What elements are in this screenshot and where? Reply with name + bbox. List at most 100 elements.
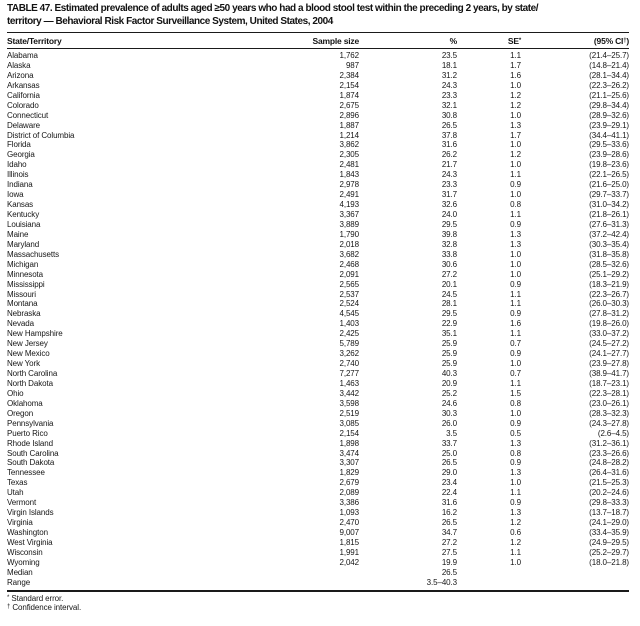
cell-percent: 40.3 bbox=[441, 369, 457, 378]
table-row: Georgia 2,305 26.2 1.2 (23.9–28.6) bbox=[7, 150, 629, 160]
cell-ci: (24.5–27.2) bbox=[589, 339, 629, 349]
cell-ci: (13.7–18.7) bbox=[589, 508, 629, 518]
cell-percent: 24.3 bbox=[441, 170, 457, 180]
cell-se: 1.3 bbox=[510, 239, 521, 249]
cell-se: 0.9 bbox=[510, 279, 521, 289]
cell-state: Washington bbox=[7, 528, 48, 537]
cell-percent: 31.2 bbox=[441, 70, 457, 80]
cell-ci: (18.7–23.1) bbox=[589, 378, 629, 388]
cell-state: Georgia bbox=[7, 150, 35, 160]
cell-state: Missouri bbox=[7, 289, 36, 299]
cell-ci: (23.9–28.6) bbox=[589, 150, 629, 160]
cell-percent: 3.5 bbox=[446, 428, 457, 438]
cell-state: Michigan bbox=[7, 259, 39, 269]
cell-percent: 23.4 bbox=[441, 478, 457, 488]
table-row: Washington 9,007 34.7 0.6 (33.4–35.9) bbox=[7, 528, 629, 538]
cell-se: 0.9 bbox=[510, 309, 521, 319]
cell-state: Maine bbox=[7, 229, 29, 239]
table-row: New Hampshire 2,425 35.1 1.1 (33.0–37.2) bbox=[7, 329, 629, 339]
cell-se: 1.0 bbox=[510, 269, 521, 279]
cell-se: 0.7 bbox=[510, 369, 521, 378]
cell-sample-size: 5,789 bbox=[339, 339, 359, 349]
cell-se: 0.8 bbox=[510, 398, 521, 408]
cell-ci: (21.5–25.3) bbox=[589, 478, 629, 488]
cell-sample-size: 987 bbox=[345, 60, 359, 70]
cell-sample-size: 2,468 bbox=[339, 259, 359, 269]
cell-se: 1.0 bbox=[510, 160, 521, 170]
table-row: Texas 2,679 23.4 1.0 (21.5–25.3) bbox=[7, 478, 629, 488]
footnote: * Standard error. bbox=[7, 593, 64, 603]
cell-se: 0.8 bbox=[510, 200, 521, 210]
table-row: Median 26.5 bbox=[7, 568, 629, 578]
cell-state: Minnesota bbox=[7, 269, 44, 279]
table-row: Massachusetts 3,682 33.8 1.0 (31.8–35.8) bbox=[7, 250, 629, 260]
cell-percent: 29.5 bbox=[441, 219, 457, 229]
cell-percent: 25.2 bbox=[441, 388, 457, 398]
cell-ci: (24.8–28.2) bbox=[589, 458, 629, 468]
cell-percent: 18.1 bbox=[441, 60, 457, 70]
cell-ci: (2.6–4.5) bbox=[597, 428, 629, 438]
table-row: Michigan 2,468 30.6 1.0 (28.5–32.6) bbox=[7, 260, 629, 270]
cell-se: 1.6 bbox=[510, 70, 521, 80]
cell-ci: (24.1–27.7) bbox=[589, 349, 629, 359]
table-row: Ohio 3,442 25.2 1.5 (22.3–28.1) bbox=[7, 389, 629, 399]
cell-ci: (18.3–21.9) bbox=[589, 279, 629, 289]
cell-sample-size: 1,762 bbox=[339, 51, 359, 60]
table-row: Colorado 2,675 32.1 1.2 (29.8–34.4) bbox=[7, 101, 629, 111]
cell-percent: 24.0 bbox=[441, 210, 457, 219]
table-row: Indiana 2,978 23.3 0.9 (21.6–25.0) bbox=[7, 180, 629, 190]
cell-ci: (34.4–41.1) bbox=[589, 130, 629, 140]
cell-sample-size: 2,425 bbox=[339, 329, 359, 339]
cell-sample-size: 2,491 bbox=[339, 190, 359, 200]
table-row: South Dakota 3,307 26.5 0.9 (24.8–28.2) bbox=[7, 458, 629, 468]
table-row: Missouri 2,537 24.5 1.1 (22.3–26.7) bbox=[7, 290, 629, 300]
cell-sample-size: 1,214 bbox=[339, 130, 359, 140]
cell-ci: (28.1–34.4) bbox=[589, 70, 629, 80]
cell-percent: 31.6 bbox=[441, 140, 457, 150]
cell-ci: (22.3–26.2) bbox=[589, 80, 629, 90]
cell-se: 1.1 bbox=[510, 378, 521, 388]
cell-se: 0.7 bbox=[510, 339, 521, 349]
cell-sample-size: 1,874 bbox=[339, 90, 359, 100]
cell-state: Vermont bbox=[7, 498, 37, 508]
cell-percent: 30.3 bbox=[441, 408, 457, 418]
cell-state: South Carolina bbox=[7, 448, 59, 458]
cell-percent: 34.7 bbox=[441, 528, 457, 537]
cell-state: Delaware bbox=[7, 120, 40, 130]
cell-se: 1.0 bbox=[510, 80, 521, 90]
cell-sample-size: 3,262 bbox=[339, 349, 359, 359]
cell-se bbox=[457, 578, 521, 588]
cell-state: Louisiana bbox=[7, 219, 41, 229]
cell-state: Range bbox=[7, 577, 31, 587]
cell-percent: 23.3 bbox=[441, 90, 457, 100]
cell-percent: 25.9 bbox=[441, 339, 457, 349]
cell-state: Kansas bbox=[7, 200, 34, 210]
table-row: Nebraska 4,545 29.5 0.9 (27.8–31.2) bbox=[7, 309, 629, 319]
cell-ci: (23.9–27.8) bbox=[589, 359, 629, 369]
cell-sample-size: 2,154 bbox=[339, 428, 359, 438]
cell-percent: 37.8 bbox=[441, 130, 457, 140]
table-row: Connecticut 2,896 30.8 1.0 (28.9–32.6) bbox=[7, 111, 629, 121]
cell-ci: (31.2–36.1) bbox=[589, 438, 629, 448]
table-header-row: State/Territory Sample size% SE* (95% CI†) bbox=[7, 32, 629, 49]
cell-se: 1.3 bbox=[510, 508, 521, 518]
cell-ci: (28.9–32.6) bbox=[589, 110, 629, 120]
cell-sample-size: 3,889 bbox=[339, 219, 359, 229]
cell-percent: 29.0 bbox=[441, 468, 457, 478]
cell-state: Puerto Rico bbox=[7, 428, 48, 438]
cell-ci: (28.3–32.3) bbox=[589, 408, 629, 418]
cell-se: 0.6 bbox=[510, 528, 521, 537]
cell-ci: (37.2–42.4) bbox=[589, 229, 629, 239]
cell-state: Mississippi bbox=[7, 279, 45, 289]
cell-se: 1.1 bbox=[510, 170, 521, 180]
table-row: Maine 1,790 39.8 1.3 (37.2–42.4) bbox=[7, 230, 629, 240]
cell-sample-size: 2,384 bbox=[339, 70, 359, 80]
cell-se: 1.1 bbox=[510, 488, 521, 498]
cell-sample-size: 1,843 bbox=[339, 170, 359, 180]
cell-se: 1.1 bbox=[510, 51, 521, 60]
table-row: Rhode Island 1,898 33.7 1.3 (31.2–36.1) bbox=[7, 439, 629, 449]
cell-percent: 19.9 bbox=[441, 557, 457, 567]
cell-percent: 31.6 bbox=[441, 498, 457, 508]
cell-sample-size: 2,565 bbox=[339, 279, 359, 289]
cell-ci: (26.4–31.6) bbox=[589, 468, 629, 478]
